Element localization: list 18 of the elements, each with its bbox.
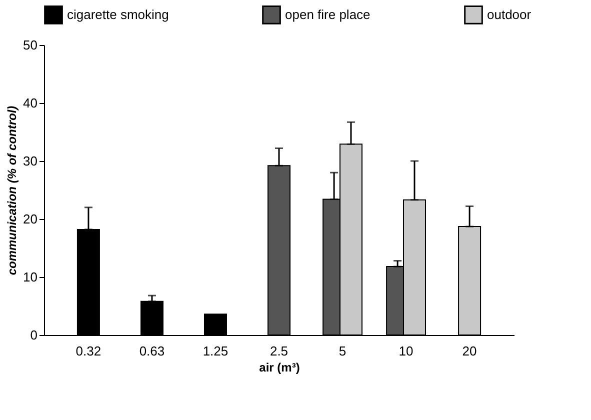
x-tick-label: 5 <box>338 344 346 358</box>
x-tick-label: 2.5 <box>270 344 288 358</box>
y-tick-label: 40 <box>23 96 38 110</box>
x-axis-title: air (m³) <box>259 360 300 374</box>
x-tick-label: 1.25 <box>202 344 228 358</box>
y-tick-label: 50 <box>23 38 38 52</box>
x-tick-label: 0.63 <box>139 344 165 358</box>
legend-label: open fire place <box>285 6 370 22</box>
y-axis-title: communication (% of control) <box>5 106 20 276</box>
y-tick-label: 10 <box>23 270 38 284</box>
y-tick-label: 30 <box>23 154 38 168</box>
x-tick-label: 0.32 <box>76 344 102 358</box>
y-tick-label: 0 <box>30 328 38 342</box>
x-tick-label: 20 <box>462 344 477 358</box>
legend-label: cigarette smoking <box>67 6 169 22</box>
x-tick-label: 10 <box>398 344 414 358</box>
legend-label: outdoor <box>487 6 532 22</box>
y-tick-label: 20 <box>23 212 38 226</box>
